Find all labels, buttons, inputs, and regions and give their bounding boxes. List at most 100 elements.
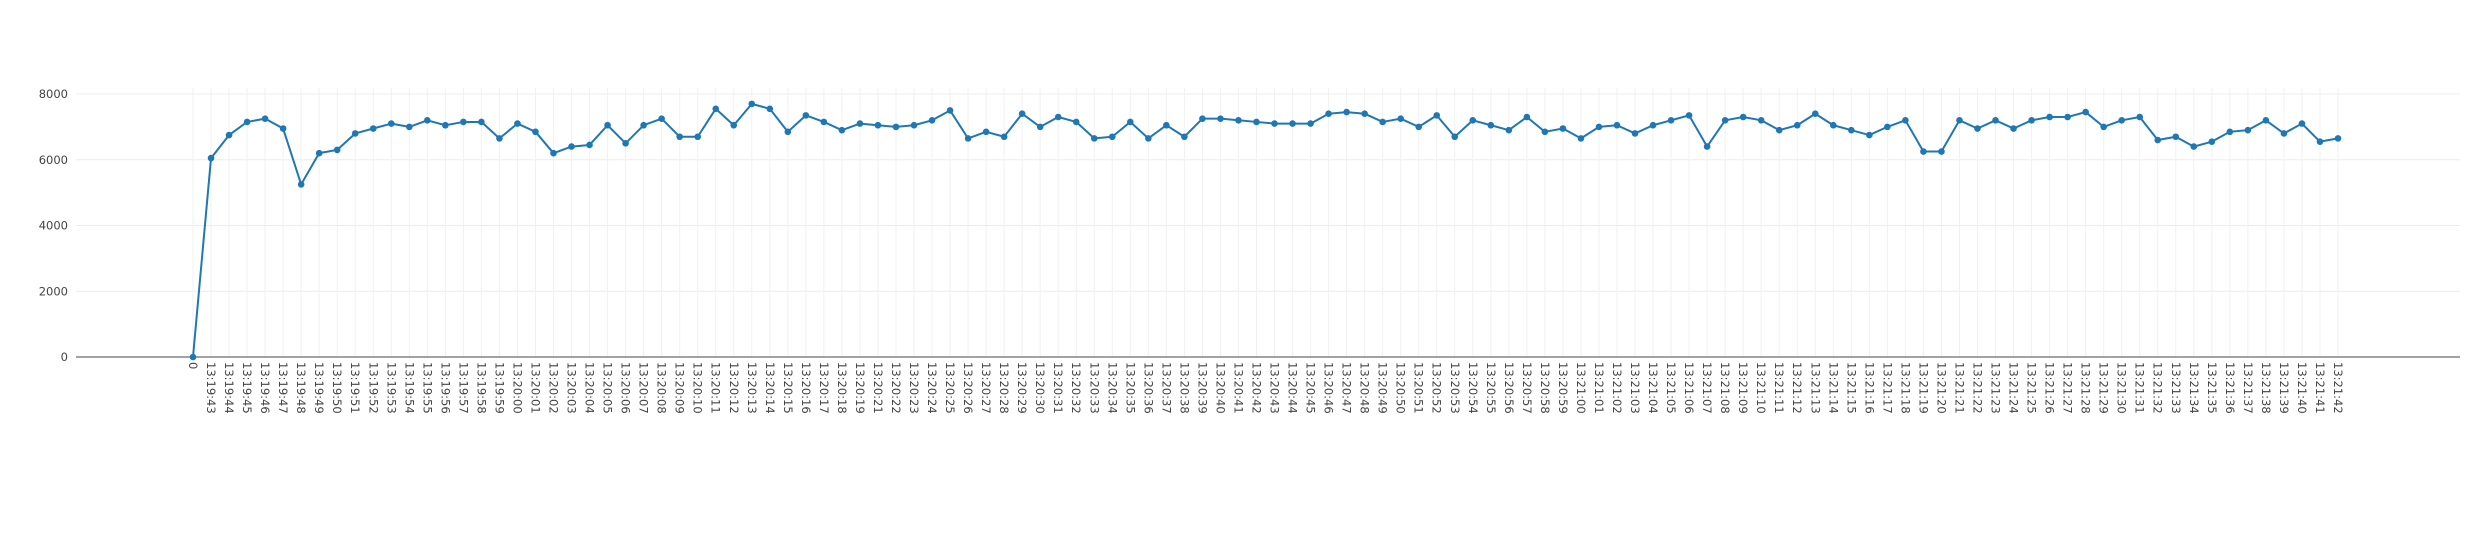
data-point[interactable] (2244, 126, 2252, 134)
data-point[interactable] (1433, 112, 1441, 119)
data-point[interactable] (1199, 115, 1206, 122)
data-point[interactable] (2316, 138, 2324, 145)
data-point[interactable] (568, 143, 575, 150)
data-point[interactable] (676, 133, 683, 141)
data-point[interactable] (207, 154, 215, 162)
data-point[interactable] (1685, 112, 1693, 119)
data-point[interactable] (1613, 121, 1621, 129)
data-point[interactable] (243, 118, 251, 126)
data-point[interactable] (730, 121, 738, 129)
data-point[interactable] (1559, 125, 1567, 132)
data-point[interactable] (2280, 130, 2288, 137)
data-point[interactable] (1289, 120, 1296, 127)
data-point[interactable] (586, 141, 593, 149)
data-point[interactable] (1379, 118, 1386, 126)
data-point[interactable] (2298, 120, 2306, 127)
data-point[interactable] (2046, 113, 2053, 121)
data-point[interactable] (1541, 128, 1549, 136)
data-point[interactable] (1307, 120, 1314, 127)
data-point[interactable] (784, 128, 792, 136)
data-point[interactable] (622, 140, 629, 147)
data-point[interactable] (460, 118, 467, 126)
data-point[interactable] (2208, 138, 2216, 145)
data-point[interactable] (1848, 126, 1855, 134)
data-point[interactable] (369, 125, 377, 132)
data-point[interactable] (189, 353, 197, 361)
data-point[interactable] (2226, 128, 2234, 136)
data-point[interactable] (351, 130, 359, 137)
data-point[interactable] (442, 121, 449, 129)
data-point[interactable] (928, 117, 936, 124)
data-point[interactable] (1253, 118, 1260, 126)
data-point[interactable] (2118, 117, 2125, 124)
data-point[interactable] (1054, 113, 1062, 121)
data-point[interactable] (982, 128, 990, 136)
data-point[interactable] (1000, 133, 1008, 141)
data-point[interactable] (640, 121, 647, 129)
data-point[interactable] (1415, 123, 1423, 131)
data-point[interactable] (514, 120, 521, 127)
data-point[interactable] (387, 120, 395, 127)
data-point[interactable] (1793, 121, 1801, 129)
data-point[interactable] (1235, 117, 1242, 124)
data-point[interactable] (1018, 110, 1026, 118)
data-point[interactable] (1992, 117, 1999, 124)
data-point[interactable] (2172, 133, 2180, 141)
data-point[interactable] (1127, 118, 1134, 126)
data-point[interactable] (1920, 148, 1927, 155)
data-point[interactable] (1072, 118, 1080, 126)
data-point[interactable] (874, 121, 882, 129)
data-point[interactable] (1469, 117, 1477, 124)
data-point[interactable] (1523, 113, 1531, 121)
data-point[interactable] (297, 181, 305, 188)
data-point[interactable] (1649, 121, 1657, 129)
data-point[interactable] (2010, 125, 2017, 132)
data-point[interactable] (424, 117, 431, 124)
data-point[interactable] (1271, 120, 1278, 127)
data-point[interactable] (1036, 123, 1044, 131)
data-point[interactable] (1217, 115, 1224, 122)
data-point[interactable] (1090, 135, 1098, 142)
data-point[interactable] (478, 118, 485, 126)
data-point[interactable] (838, 126, 846, 134)
data-point[interactable] (261, 115, 269, 122)
data-point[interactable] (1884, 123, 1891, 131)
data-point[interactable] (766, 105, 774, 113)
data-point[interactable] (1145, 135, 1152, 142)
data-point[interactable] (2154, 136, 2162, 144)
data-point[interactable] (658, 115, 665, 122)
data-point[interactable] (1902, 117, 1909, 124)
data-point[interactable] (496, 135, 503, 142)
data-point[interactable] (2136, 113, 2144, 121)
data-point[interactable] (712, 105, 720, 113)
data-point[interactable] (1631, 130, 1639, 137)
data-point[interactable] (1595, 123, 1603, 131)
data-point[interactable] (2334, 135, 2342, 142)
data-point[interactable] (550, 149, 557, 157)
data-point[interactable] (1974, 125, 1981, 132)
data-point[interactable] (1721, 117, 1729, 124)
data-point[interactable] (1451, 133, 1459, 141)
data-point[interactable] (1325, 110, 1332, 118)
data-point[interactable] (406, 123, 413, 131)
data-point[interactable] (333, 146, 341, 154)
data-point[interactable] (1343, 108, 1350, 116)
data-point[interactable] (1108, 133, 1116, 141)
data-point[interactable] (748, 100, 756, 108)
data-point[interactable] (946, 107, 954, 114)
data-point[interactable] (1667, 117, 1675, 124)
data-point[interactable] (279, 125, 287, 132)
data-point[interactable] (2064, 113, 2071, 121)
data-point[interactable] (1181, 133, 1188, 141)
data-point[interactable] (604, 121, 611, 129)
data-point[interactable] (1866, 131, 1873, 139)
data-point[interactable] (1956, 117, 1963, 124)
data-point[interactable] (856, 120, 864, 127)
data-point[interactable] (910, 121, 918, 129)
data-point[interactable] (2190, 143, 2198, 150)
data-point[interactable] (1757, 117, 1765, 124)
data-point[interactable] (892, 123, 900, 131)
data-point[interactable] (2082, 108, 2089, 116)
data-point[interactable] (1829, 121, 1837, 129)
data-point[interactable] (315, 149, 323, 157)
